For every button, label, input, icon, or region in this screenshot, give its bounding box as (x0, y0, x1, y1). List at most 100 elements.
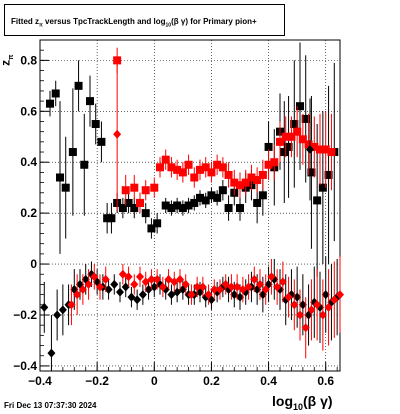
data-point-square (241, 178, 250, 187)
data-point-diamond (330, 295, 339, 305)
chart-title: Fitted zπ versus TpcTrackLength and log1… (11, 17, 257, 29)
y-tick-label: 0.8 (20, 53, 37, 67)
data-point-square (201, 163, 210, 172)
data-point-square (184, 160, 193, 169)
data-point-diamond (90, 272, 99, 282)
data-point-square (201, 196, 210, 205)
data-point-square (253, 176, 262, 185)
data-point-diamond (321, 290, 330, 300)
data-point-diamond (153, 274, 162, 284)
data-point-square (156, 163, 164, 172)
y-tick-label: 0.2 (20, 206, 37, 220)
data-point-square (236, 204, 244, 213)
data-point-square (178, 204, 187, 213)
series-2 (40, 98, 342, 371)
data-point-square (190, 173, 199, 182)
data-point-square (196, 165, 204, 174)
data-point-square (161, 155, 170, 164)
data-point-square (258, 191, 267, 200)
series-3 (67, 57, 344, 359)
data-point-square (213, 160, 222, 169)
data-point-square (124, 198, 133, 207)
data-point-diamond (158, 282, 167, 292)
data-point-square (61, 183, 70, 192)
data-point-square (56, 173, 64, 182)
data-point-diamond (267, 272, 276, 282)
data-point-square (196, 193, 204, 202)
data-point-square (253, 198, 262, 207)
data-point-square (167, 204, 176, 213)
data-point-diamond (96, 282, 104, 292)
data-point-square (264, 142, 273, 151)
data-point-square (153, 219, 162, 228)
data-point-square (86, 97, 94, 106)
data-point-square (91, 120, 100, 129)
data-point-square (178, 168, 187, 177)
x-tick-label: 0 (151, 374, 158, 388)
data-point-diamond (336, 290, 344, 300)
data-point-square (304, 140, 313, 149)
data-point-square (324, 170, 333, 179)
data-point-diamond (204, 290, 213, 300)
data-point-square (313, 196, 322, 205)
data-point-diamond (84, 279, 93, 289)
x-tick-label: 0.6 (317, 374, 334, 388)
data-point-square (68, 148, 77, 157)
data-point-square (161, 201, 170, 210)
data-point-diamond (136, 272, 144, 282)
data-point-square (307, 168, 316, 177)
data-point-square (280, 148, 289, 157)
data-point-square (207, 191, 216, 200)
data-point-diamond (110, 279, 119, 289)
data-point-square (130, 204, 139, 213)
data-point-square (213, 193, 222, 202)
data-point-square (224, 204, 233, 213)
data-point-diamond (290, 300, 299, 310)
data-point-diamond (250, 274, 259, 284)
data-point-square (103, 214, 112, 223)
data-point-diamond (58, 305, 67, 315)
data-point-square (118, 204, 127, 213)
data-point-diamond (193, 282, 202, 292)
data-point-square (207, 168, 216, 177)
data-point-diamond (210, 285, 219, 295)
chart-title-box: Fitted zπ versus TpcTrackLength and log1… (4, 4, 285, 36)
data-point-square (46, 99, 54, 108)
data-point-square (327, 148, 336, 157)
data-point-square (136, 198, 144, 207)
data-point-diamond (313, 300, 322, 310)
data-point-diamond (133, 295, 142, 305)
data-point-diamond (244, 282, 253, 292)
data-point-square (298, 135, 307, 144)
y-tick-label: 0 (30, 257, 37, 271)
data-point-diamond (278, 277, 287, 287)
data-point-square (150, 183, 159, 192)
data-point-diamond (47, 348, 56, 358)
data-point-square (141, 186, 150, 195)
data-point-diamond (306, 144, 314, 154)
data-point-diamond (273, 282, 282, 292)
data-point-square (318, 183, 327, 192)
plot-frame (39, 39, 341, 372)
data-point-square (316, 145, 324, 154)
data-point-square (74, 81, 83, 90)
data-point-diamond (307, 305, 316, 315)
data-point-diamond (104, 285, 113, 295)
data-point-square (80, 160, 89, 169)
data-point-square (290, 120, 299, 129)
data-point-diamond (256, 279, 264, 289)
data-point-diamond (67, 300, 76, 310)
data-point-square (173, 201, 182, 210)
data-point-square (147, 224, 156, 233)
data-point-square (276, 137, 284, 146)
x-tick-label: −0.2 (85, 374, 109, 388)
data-point-square (167, 163, 176, 172)
data-point-square (321, 145, 330, 154)
data-point-square (264, 160, 273, 169)
data-point-diamond (301, 323, 310, 333)
data-point-square (190, 198, 199, 207)
data-point-square (284, 142, 293, 151)
data-point-diamond (124, 272, 133, 282)
data-point-diamond (261, 285, 270, 295)
